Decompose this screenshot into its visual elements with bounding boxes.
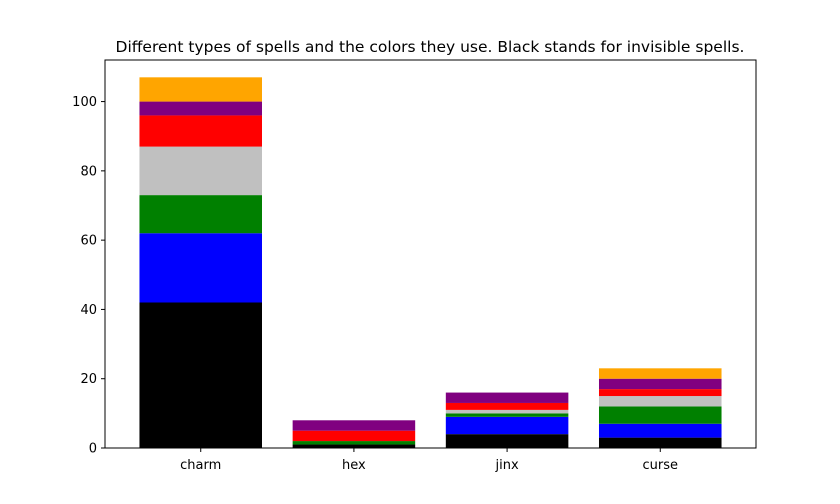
bar-jinx-segment-0 xyxy=(445,434,569,448)
bar-charm-segment-1 xyxy=(139,233,262,303)
bar-jinx-segment-5 xyxy=(445,392,569,403)
bars-layer xyxy=(139,77,722,448)
bar-charm-segment-5 xyxy=(139,101,262,116)
bar-jinx-segment-3 xyxy=(445,409,569,414)
bar-hex-segment-4 xyxy=(292,430,416,442)
y-tick-label-20: 20 xyxy=(80,372,97,387)
bar-jinx-segment-4 xyxy=(445,402,569,410)
x-tick-label-charm: charm xyxy=(180,458,221,473)
bar-charm-segment-0 xyxy=(139,302,262,448)
bar-curse-segment-2 xyxy=(598,406,722,424)
bar-charm-segment-2 xyxy=(139,195,262,234)
bar-hex-segment-5 xyxy=(292,420,416,431)
bar-curse-segment-1 xyxy=(598,423,722,438)
x-tick-label-curse: curse xyxy=(643,458,679,473)
x-axis: charm hex jinx curse xyxy=(180,448,678,473)
bar-charm-segment-4 xyxy=(139,115,262,147)
y-tick-label-40: 40 xyxy=(80,303,97,318)
bar-hex-segment-0 xyxy=(292,444,416,448)
y-tick-label-100: 100 xyxy=(72,95,97,110)
bar-curse-segment-6 xyxy=(598,368,722,379)
plot-frame xyxy=(104,59,757,449)
bar-jinx-segment-1 xyxy=(445,416,569,435)
bar-charm-segment-3 xyxy=(139,146,262,196)
y-tick-label-0: 0 xyxy=(89,442,97,457)
y-tick-label-60: 60 xyxy=(80,234,97,249)
y-tick-label-80: 80 xyxy=(80,164,97,179)
bar-curse-segment-3 xyxy=(598,396,722,407)
bar-charm-segment-6 xyxy=(139,77,262,102)
x-tick-label-jinx: jinx xyxy=(495,458,519,473)
bar-jinx-segment-2 xyxy=(445,413,569,417)
bar-curse-segment-4 xyxy=(598,389,722,397)
bar-curse-segment-0 xyxy=(598,437,722,448)
bar-curse-segment-5 xyxy=(598,378,722,390)
x-tick-label-hex: hex xyxy=(342,458,366,473)
y-axis: 0 20 40 60 80 100 xyxy=(72,95,105,457)
chart-title: Different types of spells and the colors… xyxy=(116,38,745,56)
bar-hex-segment-2 xyxy=(292,441,416,445)
